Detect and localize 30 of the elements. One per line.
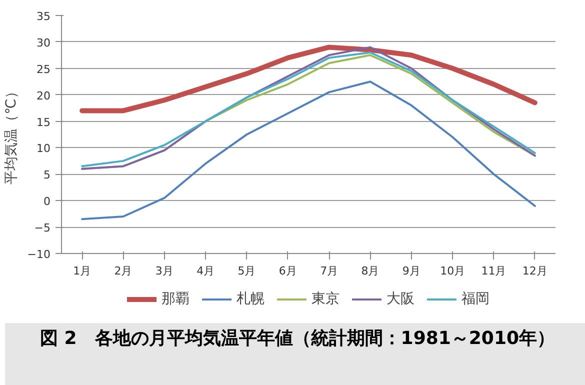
y-tick-label: 10 — [36, 142, 51, 156]
legend-label: 東京 — [312, 290, 340, 308]
x-tick-label: 12月 — [522, 264, 548, 278]
line-series — [81, 80, 536, 220]
y-tick-label: 20 — [36, 89, 51, 102]
x-tick-label: 6月 — [278, 264, 297, 278]
legend-label: 那覇 — [162, 290, 190, 308]
legend-label: 札幌 — [236, 290, 264, 308]
x-tick-label: 5月 — [238, 264, 256, 278]
y-tick-label: 25 — [36, 62, 51, 76]
x-tick-label: 10月 — [440, 264, 466, 278]
y-tick-label: −5 — [34, 222, 51, 235]
y-tick-label: 35 — [36, 10, 51, 23]
caption: 図 2 各地の月平均気温平年値（統計期間：1981～2010年） — [40, 327, 555, 351]
y-tick-label: −10 — [27, 248, 51, 261]
x-tick-label: 9月 — [402, 264, 420, 278]
x-tick-label: 1月 — [73, 264, 92, 278]
y-tick-label: 5 — [44, 168, 50, 182]
y-axis-title: 平均気温（℃） — [3, 84, 20, 184]
legend-label: 福岡 — [462, 290, 490, 308]
y-tick-label: 30 — [36, 36, 51, 50]
legend-label: 大阪 — [386, 290, 414, 308]
x-tick-label: 4月 — [196, 264, 215, 278]
x-tick-label: 2月 — [114, 264, 132, 278]
x-tick-label: 3月 — [155, 264, 174, 278]
x-tick-label: 7月 — [320, 264, 338, 278]
y-tick-label: 0 — [44, 195, 50, 208]
x-tick-label: 11月 — [481, 264, 506, 278]
x-tick-label: 8月 — [361, 264, 380, 278]
y-tick-label: 15 — [36, 116, 51, 129]
